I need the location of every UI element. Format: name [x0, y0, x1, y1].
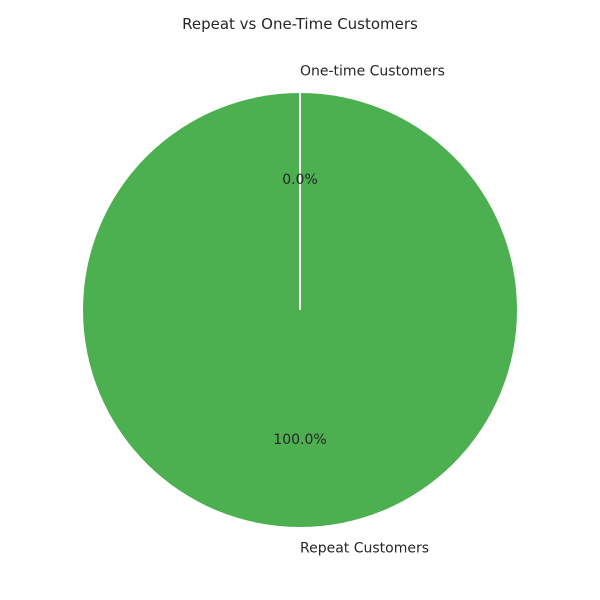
slice-percent-one-time-customers: 0.0% [282, 172, 318, 188]
pie-slices [83, 93, 517, 527]
slice-label-one-time-customers: One-time Customers [300, 63, 445, 79]
pie-labels: Repeat Customers 100.0% One-time Customers… [273, 63, 445, 556]
slice-percent-repeat-customers: 100.0% [273, 432, 326, 448]
slice-label-repeat-customers: Repeat Customers [300, 541, 429, 557]
chart-title: Repeat vs One-Time Customers [182, 15, 418, 33]
